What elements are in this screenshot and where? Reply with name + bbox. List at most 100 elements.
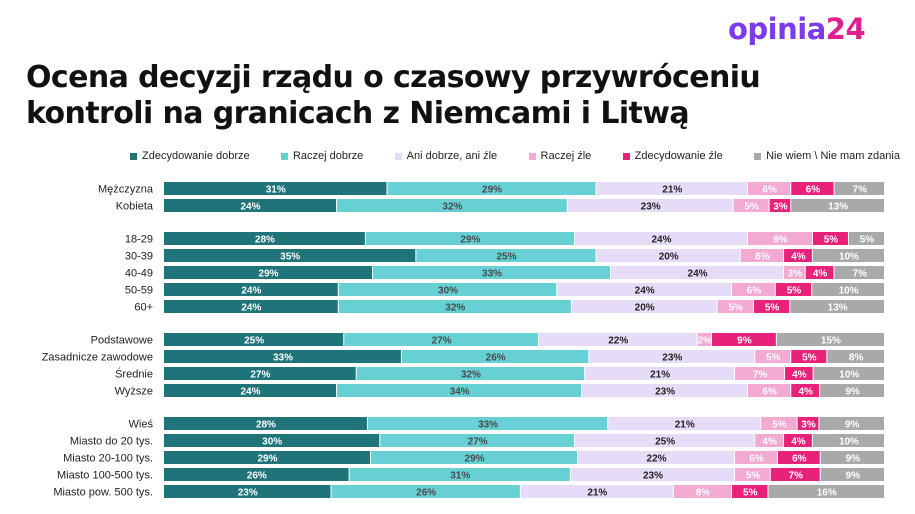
bar-segment xyxy=(770,468,820,481)
bar-value-label: 27% xyxy=(250,370,270,381)
bar-segment xyxy=(365,232,574,245)
bar-value-label: 21% xyxy=(662,185,682,196)
bar-segment xyxy=(776,333,884,346)
bar-value-label: 9% xyxy=(737,336,752,347)
bar-value-label: 5% xyxy=(766,353,781,364)
bar-segment xyxy=(812,434,884,447)
bar-segment xyxy=(608,417,761,430)
bar-segment xyxy=(755,434,784,447)
bar-value-label: 9% xyxy=(845,387,860,398)
bar-value-label: 31% xyxy=(266,185,286,196)
bar-value-label: 25% xyxy=(244,336,264,347)
bar-segment xyxy=(338,283,557,296)
bar-value-label: 34% xyxy=(450,387,470,398)
bar-segment xyxy=(791,199,884,212)
bar-segment xyxy=(574,434,755,447)
bar-value-label: 5% xyxy=(772,420,787,431)
bar-segment xyxy=(387,182,596,195)
category-label: 18-29 xyxy=(125,234,153,246)
bar-segment xyxy=(164,300,338,313)
bar-value-label: 29% xyxy=(482,185,502,196)
bar-value-label: 13% xyxy=(828,202,848,213)
bar-segment xyxy=(596,249,740,262)
bar-value-label: 5% xyxy=(824,235,839,246)
bar-segment xyxy=(337,384,582,397)
bar-segment xyxy=(755,350,791,363)
bar-value-label: 10% xyxy=(839,252,859,263)
bar-segment xyxy=(733,199,769,212)
bar-value-label: 6% xyxy=(755,252,770,263)
bar-segment xyxy=(775,283,812,296)
legend-label: Zdecydowanie źle xyxy=(634,150,723,162)
bar-segment xyxy=(164,384,337,397)
bar-value-label: 9% xyxy=(773,235,788,246)
bar-segment xyxy=(805,266,834,279)
bar-value-label: 4% xyxy=(798,387,813,398)
bar-segment xyxy=(164,434,380,447)
bar-value-label: 25% xyxy=(655,437,675,448)
bar-value-label: 33% xyxy=(478,420,498,431)
bar-segment xyxy=(164,468,349,481)
legend-item: Raczej dobrze xyxy=(280,150,363,162)
bar-segment xyxy=(164,199,337,212)
bar-segment xyxy=(589,350,755,363)
legend-label: Nie wiem \ Nie mam zdania xyxy=(766,150,900,162)
bar-value-label: 24% xyxy=(688,269,708,280)
bar-value-label: 24% xyxy=(241,303,261,314)
bar-value-label: 5% xyxy=(728,303,743,314)
bar-segment xyxy=(574,232,748,245)
bar-segment xyxy=(848,232,884,245)
bar-value-label: 35% xyxy=(280,252,300,263)
bar-segment xyxy=(164,232,365,245)
bar-value-label: 27% xyxy=(468,437,488,448)
bar-segment xyxy=(717,300,753,313)
bar-segment xyxy=(812,283,884,296)
bar-segment xyxy=(164,283,338,296)
bar-value-label: 22% xyxy=(608,336,628,347)
bar-value-label: 24% xyxy=(241,202,261,213)
bar-segment xyxy=(164,417,367,430)
bar-segment xyxy=(784,249,812,262)
bar-value-label: 26% xyxy=(247,471,267,482)
bar-value-label: 32% xyxy=(445,303,465,314)
legend-label: Raczej źle xyxy=(540,150,592,162)
bar-segment xyxy=(769,199,791,212)
bar-segment xyxy=(164,451,371,464)
bar-segment xyxy=(373,266,611,279)
bar-value-label: 23% xyxy=(662,353,682,364)
category-label: Miasto pow. 500 tys. xyxy=(53,487,153,499)
bar-segment xyxy=(732,283,775,296)
bar-segment xyxy=(538,333,697,346)
bar-value-label: 8% xyxy=(696,488,711,499)
bar-value-label: 28% xyxy=(255,235,275,246)
bar-value-label: 16% xyxy=(817,488,837,499)
category-label: Zasadnicze zawodowe xyxy=(42,352,153,364)
bar-segment xyxy=(732,485,768,498)
bar-value-label: 32% xyxy=(442,202,462,213)
category-label: 50-59 xyxy=(125,285,153,297)
bar-value-label: 9% xyxy=(846,471,861,482)
bar-value-label: 27% xyxy=(432,336,452,347)
bar-value-label: 32% xyxy=(461,370,481,381)
chart-title: Ocena decyzji rządu o czasowy przywrócen… xyxy=(26,60,761,131)
bar-value-label: 10% xyxy=(839,286,859,297)
bar-value-label: 25% xyxy=(496,252,516,263)
bar-segment xyxy=(777,451,820,464)
bar-value-label: 7% xyxy=(853,185,868,196)
legend-swatch xyxy=(528,152,536,160)
bar-value-label: 9% xyxy=(845,420,860,431)
bar-segment xyxy=(356,367,585,380)
bar-segment xyxy=(520,485,673,498)
bar-segment xyxy=(740,249,784,262)
bar-segment xyxy=(337,199,567,212)
bar-segment xyxy=(748,232,812,245)
bar-segment xyxy=(791,384,820,397)
bar-segment xyxy=(338,300,571,313)
category-label: Mężczyzna xyxy=(98,184,154,196)
bar-value-label: 26% xyxy=(416,488,436,499)
bar-value-label: 23% xyxy=(641,202,661,213)
bar-segment xyxy=(791,182,834,195)
bar-value-label: 5% xyxy=(860,235,875,246)
opinia24-logo: opinia24 xyxy=(728,12,866,46)
bar-value-label: 4% xyxy=(813,269,828,280)
